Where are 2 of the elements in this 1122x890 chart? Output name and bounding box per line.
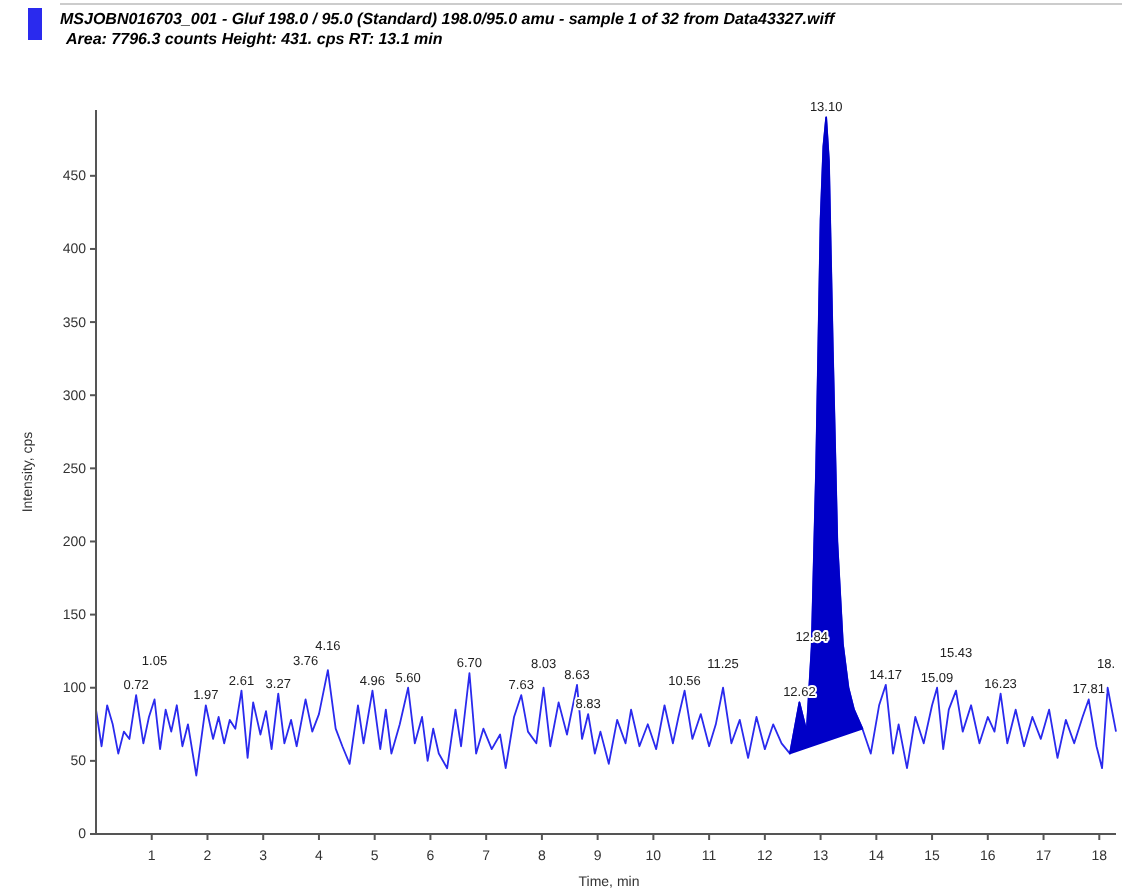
chart-title: MSJOBN016703_001 - Gluf 198.0 / 95.0 (Standard) 198.0/95.0 amu - sample 1 of 32 from Data43327.wiff bbox=[60, 10, 837, 28]
chart-subtitle: Area: 7796.3 counts Height: 431. cps RT: 13.1 min bbox=[64, 30, 443, 48]
